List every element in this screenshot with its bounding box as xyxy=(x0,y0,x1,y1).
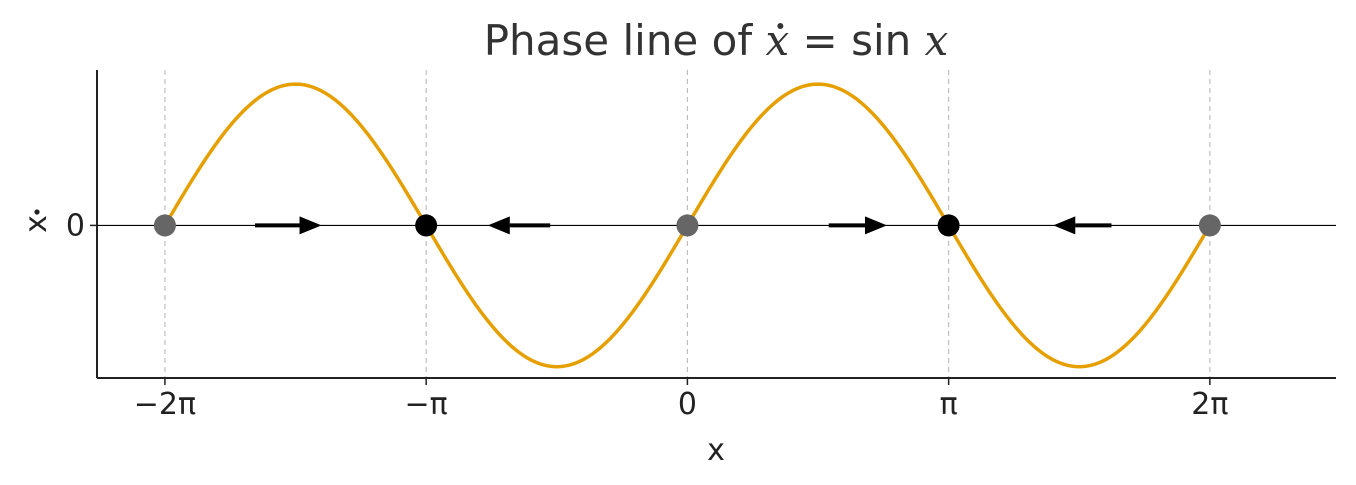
x-tick-label-4: 2π xyxy=(1191,387,1228,422)
x-tick-label-1: −π xyxy=(405,387,448,422)
flow-arrow-head xyxy=(299,216,322,235)
x-tick-label-0: −2π xyxy=(134,387,196,422)
flow-arrows xyxy=(254,216,1112,235)
title-dot-mark xyxy=(777,23,784,29)
y-axis-label: x xyxy=(19,209,54,233)
title-func: sin xyxy=(851,16,911,65)
flow-arrow-left-3 xyxy=(1053,216,1112,235)
fixed-points xyxy=(153,214,1221,237)
fixed-point-stable-3 xyxy=(937,214,960,237)
chart-title: Phase line of x = sin x xyxy=(484,16,949,65)
flow-arrow-head xyxy=(487,216,510,235)
flow-arrow-head xyxy=(864,216,887,235)
title-derivative-dot xyxy=(777,23,784,29)
x-tick-label-2: 0 xyxy=(678,387,697,422)
title-equals: = xyxy=(789,16,851,65)
y-axis-label-dot xyxy=(34,209,40,215)
axes xyxy=(96,70,1336,379)
tick-marks: −2π −π 0 π 2π 0 xyxy=(66,208,1229,422)
y-tick-label-0: 0 xyxy=(66,208,85,243)
x-axis-label: x xyxy=(707,433,725,468)
x-tick-label-3: π xyxy=(940,387,958,422)
flow-arrow-right-0 xyxy=(254,216,322,235)
fixed-point-unstable-2 xyxy=(676,214,699,237)
title-var: x xyxy=(765,16,789,65)
title-arg: x xyxy=(925,16,949,65)
flow-arrow-right-2 xyxy=(828,216,887,235)
fixed-point-unstable-4 xyxy=(1198,214,1221,237)
fixed-point-unstable-0 xyxy=(153,214,176,237)
title-prefix: Phase line of xyxy=(484,16,766,65)
y-axis-label-text: x xyxy=(19,215,54,233)
flow-arrow-head xyxy=(1053,216,1076,235)
flow-arrow-left-1 xyxy=(487,216,551,235)
fixed-point-stable-1 xyxy=(415,214,438,237)
